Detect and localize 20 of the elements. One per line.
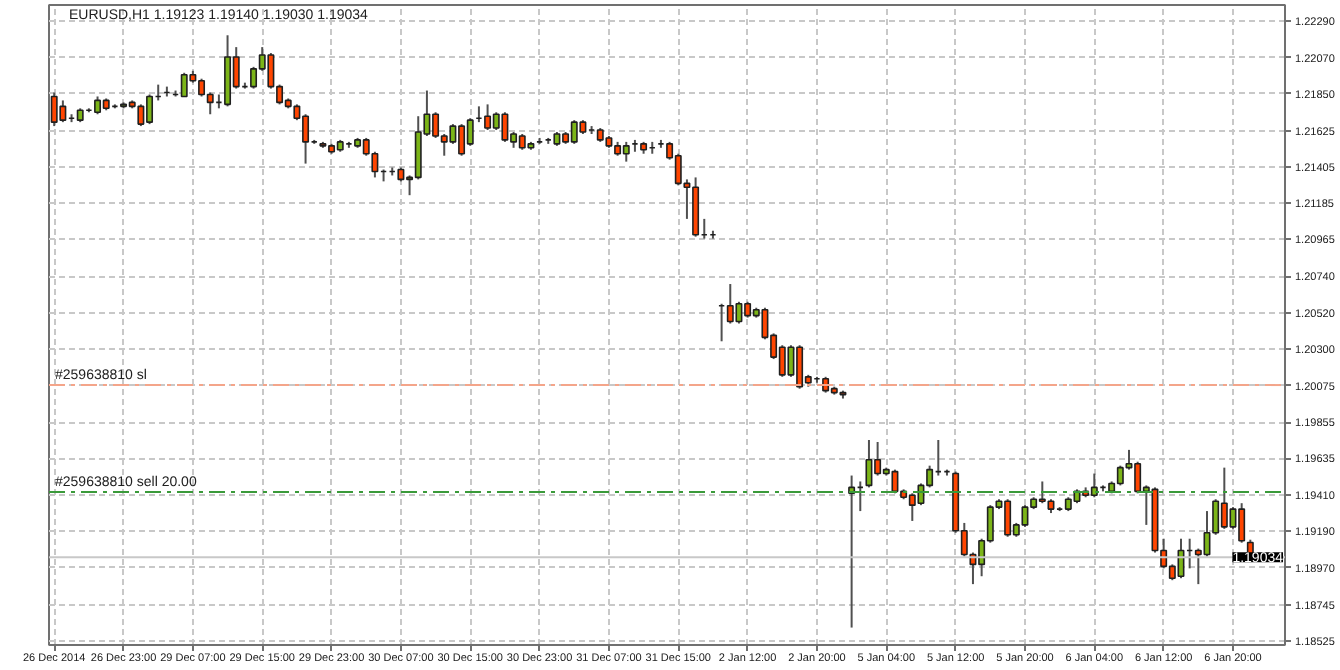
candlestick xyxy=(180,71,188,98)
candlestick xyxy=(59,99,67,124)
candlestick xyxy=(1116,464,1124,487)
candlestick xyxy=(224,34,232,108)
candlestick xyxy=(1021,504,1029,528)
candlestick xyxy=(1220,466,1228,530)
candlestick xyxy=(1238,502,1246,544)
candlestick xyxy=(137,103,145,128)
candlestick xyxy=(908,492,916,522)
candlestick xyxy=(1038,480,1046,505)
candlestick xyxy=(865,439,873,489)
candlestick xyxy=(50,91,58,128)
candlestick xyxy=(622,140,630,163)
candlestick xyxy=(735,300,743,325)
candlestick xyxy=(466,117,474,147)
candlestick xyxy=(414,115,422,181)
candlestick xyxy=(726,283,734,325)
candlestick xyxy=(570,119,578,145)
candlestick xyxy=(501,111,509,143)
candlestick xyxy=(484,103,492,132)
